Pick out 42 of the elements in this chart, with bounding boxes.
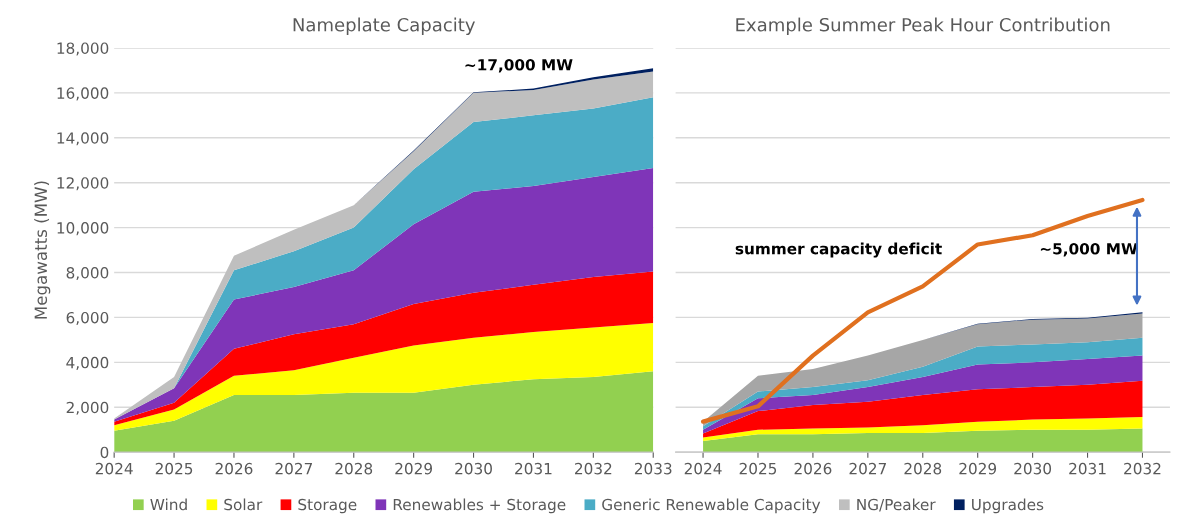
x-tick-label: 2027 — [849, 462, 886, 475]
x-tick-label: 2028 — [335, 462, 373, 475]
annotation: ~5,000 MW — [1040, 242, 1138, 257]
y-tick-label: 6,000 — [66, 311, 109, 326]
legend-label: Generic Renewable Capacity — [602, 498, 821, 514]
legend-label: Renewables + Storage — [393, 498, 566, 514]
x-tick-label: 2025 — [155, 462, 193, 475]
x-tick-label: 2026 — [215, 462, 253, 475]
annotation: ~17,000 MW — [465, 59, 573, 73]
x-tick-label: 2030 — [1014, 462, 1052, 475]
y-axis-title: Megawatts (MW) — [34, 181, 51, 319]
y-tick-label: 10,000 — [57, 222, 109, 236]
y-tick-label: 12,000 — [57, 177, 109, 191]
y-tick-label: 14,000 — [57, 132, 109, 146]
legend-label: Upgrades — [972, 498, 1044, 514]
chart-title: Example Summer Peak Hour Contribution — [736, 17, 1110, 36]
x-tick-label: 2025 — [739, 462, 777, 475]
x-tick-label: 2028 — [904, 462, 942, 475]
y-tick-label: 2,000 — [66, 401, 109, 415]
x-tick-label: 2027 — [275, 462, 312, 475]
x-tick-label: 2031 — [1069, 462, 1106, 475]
x-tick-label: 2032 — [1124, 462, 1161, 475]
y-tick-label: 8,000 — [66, 266, 109, 281]
x-tick-label: 2033 — [634, 462, 672, 475]
y-tick-label: 4,000 — [66, 356, 109, 370]
x-tick-label: 2030 — [455, 462, 492, 475]
x-tick-label: 2026 — [794, 462, 832, 475]
y-tick-label: 0 — [100, 446, 109, 459]
x-tick-label: 2029 — [959, 462, 997, 475]
y-tick-label: 18,000 — [57, 42, 109, 56]
x-tick-label: 2029 — [395, 462, 433, 475]
legend-label: Solar — [224, 498, 263, 511]
x-tick-label: 2032 — [575, 462, 612, 475]
legend-label: Storage — [298, 498, 357, 514]
x-tick-label: 2031 — [515, 462, 552, 475]
y-tick-label: 16,000 — [57, 87, 109, 101]
annotation: summer capacity deficit — [735, 242, 942, 258]
x-tick-label: 2024 — [95, 462, 133, 475]
chart-title: Nameplate Capacity — [293, 17, 475, 36]
x-tick-label: 2024 — [684, 462, 722, 475]
legend-label: Wind — [150, 498, 187, 511]
legend-label: NG/Peaker — [857, 498, 936, 512]
